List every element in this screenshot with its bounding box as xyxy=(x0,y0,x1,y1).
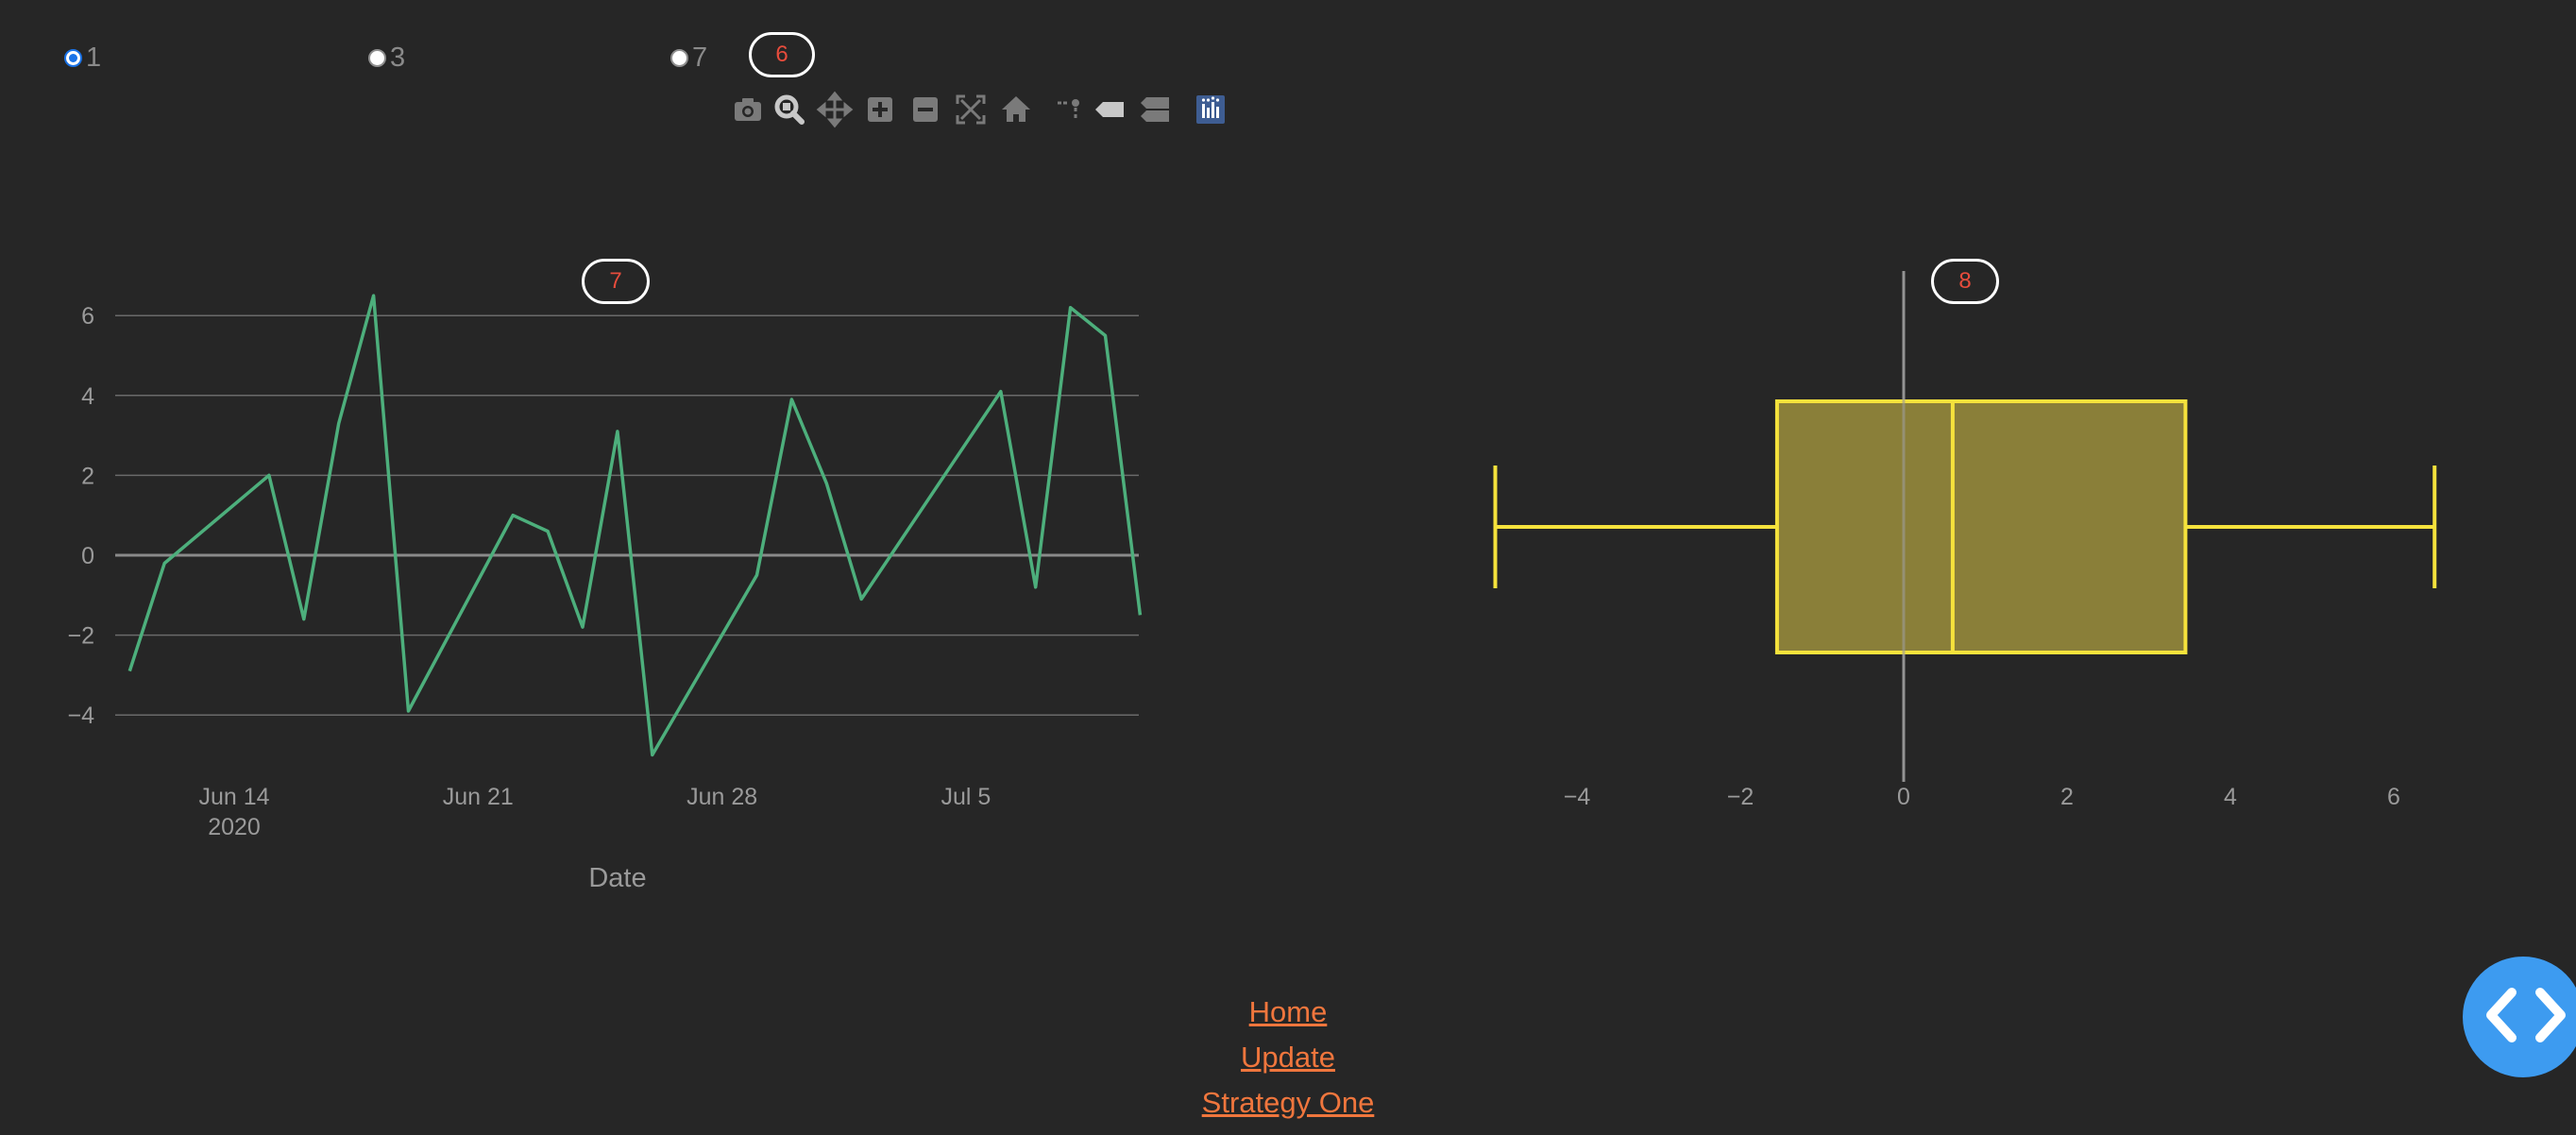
x-tick-label: −4 xyxy=(1564,784,1591,810)
radio-option-3[interactable]: 3 xyxy=(368,42,405,74)
code-toggle-button[interactable] xyxy=(2463,957,2576,1077)
line-chart: 6 4 2 0 −2 −4 Jun 14 Jun 21 Jun 28 Jul 5 2020 Dat… xyxy=(67,294,1143,893)
x-axis-title: Date xyxy=(588,863,646,893)
y-tick-label: 2 xyxy=(81,463,94,489)
hover-closest-icon[interactable] xyxy=(1092,91,1129,128)
code-icon xyxy=(2486,988,2566,1042)
radio-button[interactable] xyxy=(670,48,688,67)
badge-toolbar: 6 xyxy=(749,32,815,77)
pan-icon[interactable] xyxy=(816,91,854,128)
x-tick-label: 6 xyxy=(2387,784,2400,810)
x-tick-label: Jul 5 xyxy=(941,784,991,810)
line-series xyxy=(127,294,1143,757)
autoscale-icon[interactable] xyxy=(952,91,990,128)
box-chart: −4 −2 0 2 4 6 xyxy=(1493,271,2437,810)
x-tick-label: 4 xyxy=(2224,784,2237,810)
zoom-in-icon[interactable] xyxy=(861,91,899,128)
y-tick-label: −2 xyxy=(67,623,94,650)
zoom-icon[interactable] xyxy=(771,91,808,128)
home-link[interactable]: Home xyxy=(1248,995,1328,1028)
spike-lines-icon[interactable] xyxy=(1050,91,1088,128)
radio-label: 7 xyxy=(692,42,708,73)
x-tick-label: Jun 21 xyxy=(443,784,514,810)
y-tick-label: −4 xyxy=(67,703,94,729)
y-tick-label: 4 xyxy=(81,383,94,410)
y-tick-label: 0 xyxy=(81,543,94,569)
radio-button[interactable] xyxy=(368,48,386,67)
radio-option-7[interactable]: 7 xyxy=(670,42,707,74)
x-tick-label: 0 xyxy=(1897,784,1910,810)
x-tick-label: Jun 28 xyxy=(686,784,757,810)
radio-option-1[interactable]: 1 xyxy=(64,42,101,74)
radio-label: 1 xyxy=(86,42,102,73)
x-tick-label: Jun 14 xyxy=(198,784,269,810)
plotly-logo-icon[interactable] xyxy=(1192,91,1229,128)
x-tick-label: 2 xyxy=(2060,784,2074,810)
hover-compare-icon[interactable] xyxy=(1137,91,1175,128)
y-tick-label: 6 xyxy=(81,303,94,330)
strategy-one-link[interactable]: Strategy One xyxy=(1201,1086,1375,1119)
badge-box-chart: 8 xyxy=(1931,259,1999,304)
badge-line-chart: 7 xyxy=(582,259,650,304)
radio-label: 3 xyxy=(390,42,406,73)
x-tick-year-label: 2020 xyxy=(208,814,261,840)
zoom-out-icon[interactable] xyxy=(907,91,944,128)
box-iqr xyxy=(1774,399,2188,654)
camera-icon[interactable] xyxy=(729,91,767,128)
radio-button[interactable] xyxy=(64,48,82,67)
x-tick-label: −2 xyxy=(1727,784,1754,810)
reset-axes-icon[interactable] xyxy=(997,91,1035,128)
update-link[interactable]: Update xyxy=(1241,1041,1335,1074)
